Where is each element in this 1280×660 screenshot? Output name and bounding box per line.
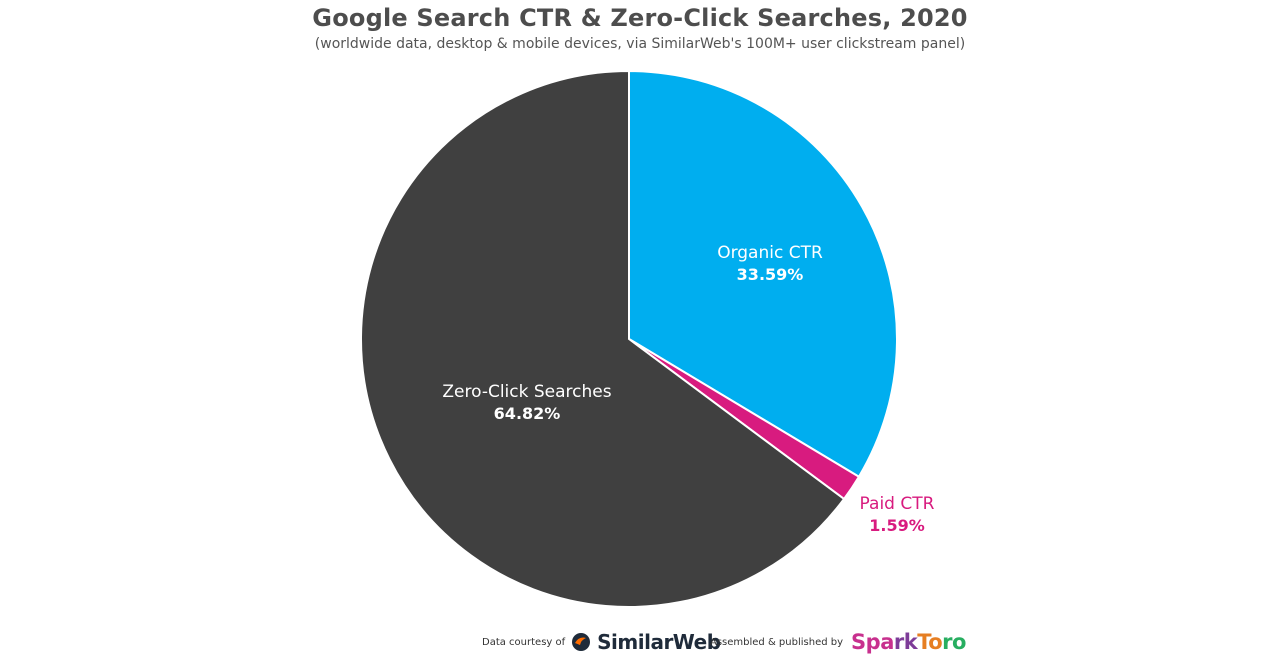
sparktoro-brand-part: rk: [893, 630, 918, 654]
sparktoro-brand: SparkToro: [851, 630, 966, 654]
sparktoro-brand-part: Spa: [851, 630, 894, 654]
sparktoro-brand-part: To: [917, 630, 943, 654]
pie-slice-zero-click-searches: [360, 69, 846, 608]
similarweb-logo-icon: [572, 633, 591, 651]
pie-slices: [360, 69, 898, 608]
slice-value-label: 1.59%: [869, 516, 925, 535]
slice-label: Organic CTR: [717, 243, 823, 263]
data-courtesy-label: Data courtesy of: [482, 636, 566, 648]
published-by-credit: Assembled & published by SparkToro: [710, 628, 966, 656]
similarweb-brand: SimilarWeb: [597, 630, 721, 654]
pie-labels: Organic CTR 33.59% Paid CTR 1.59% Zero-Click…: [442, 243, 934, 535]
slice-value-label: 64.82%: [494, 404, 561, 423]
slice-value-label: 33.59%: [737, 265, 804, 284]
chart-subtitle: (worldwide data, desktop & mobile device…: [314, 36, 966, 52]
slice-label: Paid CTR: [860, 494, 935, 514]
chart-title: Google Search CTR & Zero-Click Searches,…: [312, 4, 968, 32]
slice-label: Zero-Click Searches: [442, 382, 611, 402]
sparktoro-brand-part: ro: [942, 630, 966, 654]
data-courtesy-credit: Data courtesy of SimilarWeb: [482, 628, 721, 656]
pie-slice-organic-ctr: [628, 69, 898, 479]
assembled-label: Assembled & published by: [710, 636, 844, 648]
